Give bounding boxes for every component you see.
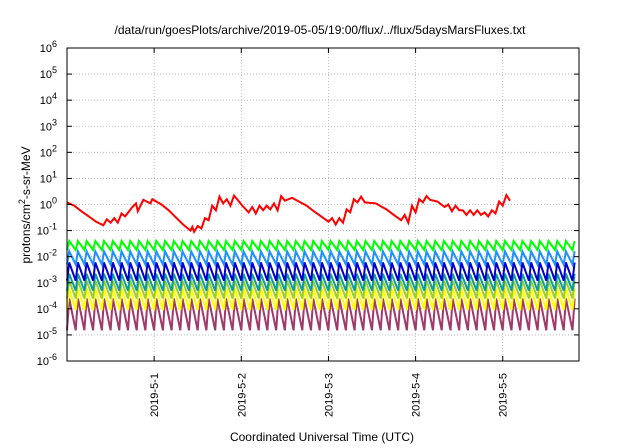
y-tick-exp: 4 [52,91,57,101]
y-tick-base: 10 [37,278,49,290]
y-tick-base: 10 [40,121,52,133]
series-line [66,298,576,331]
y-tick-label: 10-5 [37,326,57,342]
y-tick-base: 10 [37,252,49,264]
y-tick-label: 105 [40,65,57,81]
y-tick-base: 10 [37,330,49,342]
y-tick-exp: 1 [52,169,57,179]
y-axis-label: protons/cm2-s-sr-MeV [17,146,33,263]
x-axis-label: Coordinated Universal Time (UTC) [230,430,414,444]
y-tick-base: 10 [37,356,49,368]
y-tick-exp: 3 [52,117,57,127]
x-tick-label: 2019-5-3 [323,373,335,417]
x-axis: 2019-5-1 2019-5-2 2019-5-3 2019-5-4 2019-5-5 [149,48,510,417]
y-tick-exp: -4 [49,300,57,310]
y-tick-base: 10 [37,304,49,316]
y-tick-label: 102 [40,143,57,159]
chart-title: /data/run/goesPlots/archive/2019-05-05/1… [115,23,527,37]
x-tick-label: 2019-5-1 [149,373,161,417]
series-line [66,288,576,311]
x-tick-label: 2019-5-4 [411,373,423,417]
y-tick-label: 10-4 [37,300,57,316]
y-tick-exp: 6 [52,39,57,49]
y-tick-label: 10-3 [37,274,57,290]
y-tick-label: 10-2 [37,248,57,264]
x-tick-label: 2019-5-2 [236,373,248,417]
series-line [66,273,576,291]
y-tick-base: 10 [40,95,52,107]
y-tick-base: 10 [40,147,52,159]
y-tick-base: 10 [40,43,52,55]
y-tick-exp: -3 [49,274,57,284]
series-line [66,262,576,282]
y-axis: 10-610-510-410-310-210-11001011021031041… [37,39,579,368]
y-tick-label: 101 [40,169,57,185]
y-tick-exp: -6 [49,352,57,362]
y-tick-exp: -2 [49,248,57,258]
series-line [66,238,576,253]
y-tick-base: 10 [40,173,52,185]
x-tick-label: 2019-5-5 [498,373,510,417]
series-group [66,192,576,331]
y-tick-label: 104 [40,91,57,107]
y-tick-exp: -5 [49,326,57,336]
series-line [66,192,511,235]
series-line [66,248,576,268]
y-tick-base: 10 [40,200,52,212]
y-tick-base: 10 [40,69,52,81]
y-tick-label: 10-6 [37,352,57,368]
y-tick-base: 10 [37,226,49,238]
y-tick-exp: 5 [52,65,57,75]
y-tick-label: 106 [40,39,57,55]
y-tick-exp: -1 [49,222,57,232]
y-tick-exp: 0 [52,196,57,206]
y-tick-exp: 2 [52,143,57,153]
y-tick-label: 10-1 [37,222,57,238]
y-tick-label: 103 [40,117,57,133]
y-tick-label: 100 [40,196,57,212]
